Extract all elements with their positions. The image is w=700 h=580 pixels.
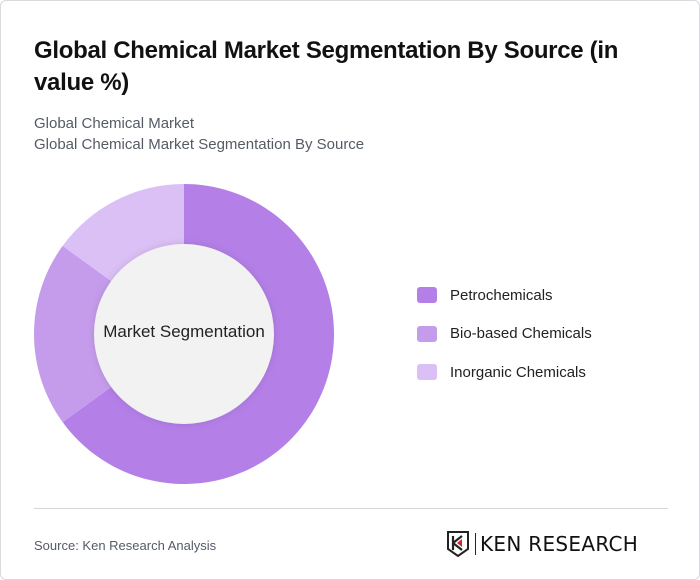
chart-title: Global Chemical Market Segmentation By S… <box>34 37 619 96</box>
ken-research-logo: KEN RESEARCH <box>447 531 638 557</box>
chart-area: Market Segmentation Petrochemicals Bio-b… <box>1 171 700 501</box>
logo-text: KEN RESEARCH <box>480 532 639 556</box>
source-note: Source: Ken Research Analysis <box>34 538 217 553</box>
ken-shield-icon <box>447 531 469 557</box>
chart-subtitle-segment: Global Chemical Market Segmentation By S… <box>34 136 365 153</box>
donut-center-label: Market Segmentation <box>103 322 265 341</box>
legend-label: Bio-based Chemicals <box>450 325 592 342</box>
logo-separator <box>475 533 476 555</box>
legend-item-bio-based[interactable]: Bio-based Chemicals <box>417 324 592 344</box>
legend-item-petrochemicals[interactable]: Petrochemicals <box>417 285 592 305</box>
footer-divider <box>34 508 668 509</box>
chart-legend: Petrochemicals Bio-based Chemicals Inorg… <box>417 285 592 401</box>
legend-item-inorganic[interactable]: Inorganic Chemicals <box>417 362 592 382</box>
legend-label: Inorganic Chemicals <box>450 363 586 381</box>
legend-label: Petrochemicals <box>450 286 553 304</box>
donut-chart <box>33 184 334 485</box>
legend-swatch-icon <box>417 364 437 380</box>
chart-subtitle-market: Global Chemical Market <box>34 115 195 132</box>
legend-swatch-icon <box>417 325 437 342</box>
legend-swatch-icon <box>417 287 437 303</box>
donut-hole <box>94 244 274 424</box>
